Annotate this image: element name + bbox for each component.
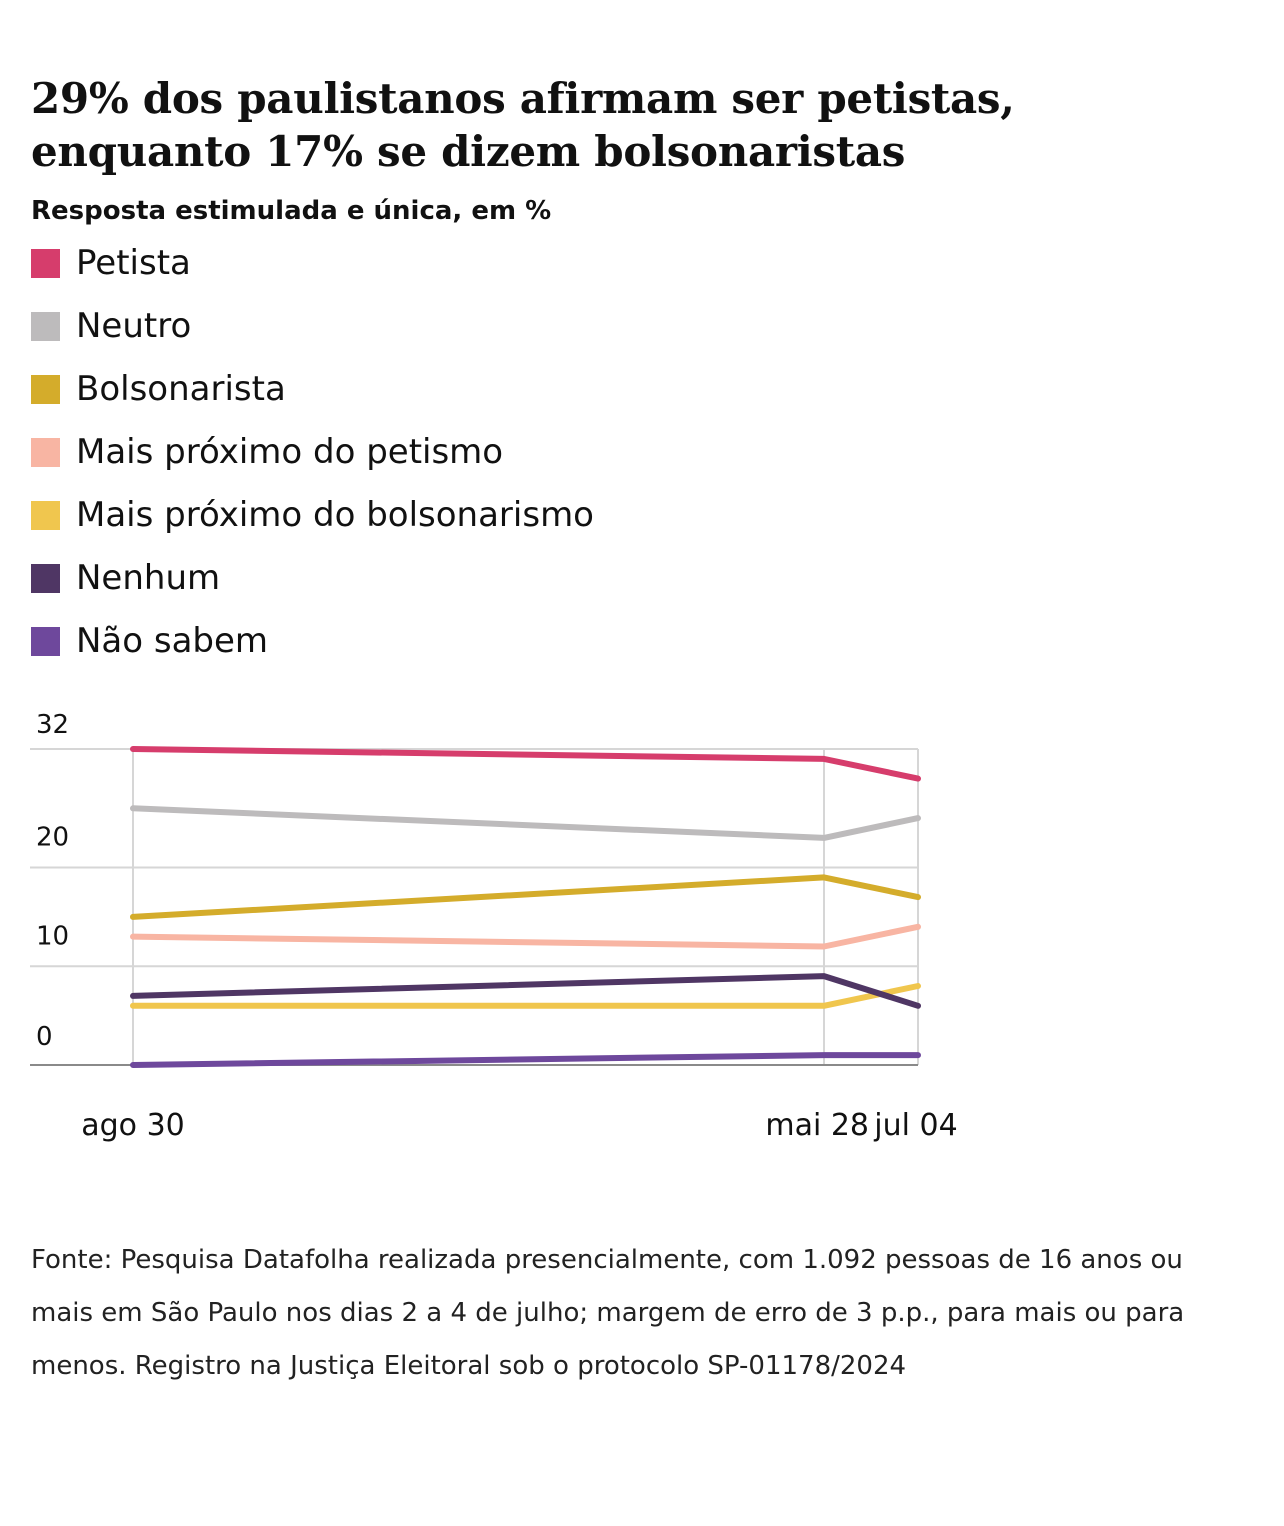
chart-title: 29% dos paulistanos afirmam ser petistas… <box>31 74 1015 176</box>
chart-subtitle: Resposta estimulada e única, em % <box>31 196 552 226</box>
legend-label-mais-proximo-bolsonarismo: Mais próximo do bolsonarismo <box>76 495 594 535</box>
y-tick-label-20: 20 <box>36 823 69 853</box>
series-line-1 <box>130 805 921 841</box>
series-line-5 <box>130 973 921 1009</box>
series-line-4 <box>130 983 921 1009</box>
x-tick-label-2: jul 04 <box>873 1108 957 1143</box>
y-tick-label-32: 32 <box>36 710 69 740</box>
legend-swatch-mais-proximo-petismo <box>31 437 60 467</box>
line-chart: 0 10 20 32 ago 30 mai 28 jul 04 <box>30 710 958 1143</box>
legend-item-mais-proximo-bolsonarismo: Mais próximo do bolsonarismo <box>31 495 594 535</box>
legend-label-neutro: Neutro <box>76 306 192 346</box>
y-axis-ticks: 0 10 20 32 <box>36 710 69 1052</box>
chart-grid <box>30 748 919 1066</box>
legend-label-petista: Petista <box>76 243 191 283</box>
legend-swatch-mais-proximo-bolsonarismo <box>31 500 60 530</box>
legend-label-nao-sabem: Não sabem <box>76 621 269 661</box>
legend-swatch-neutro <box>31 311 60 341</box>
legend-item-neutro: Neutro <box>31 306 191 346</box>
legend-item-nenhum: Nenhum <box>31 558 220 598</box>
x-tick-label-1: mai 28 <box>765 1108 869 1143</box>
legend-item-nao-sabem: Não sabem <box>31 621 268 661</box>
legend-swatch-petista <box>31 248 60 278</box>
legend-label-nenhum: Nenhum <box>76 558 221 598</box>
y-tick-label-0: 0 <box>36 1022 53 1052</box>
chart-series <box>130 746 921 1068</box>
series-line-2 <box>130 874 921 920</box>
legend-item-mais-proximo-petismo: Mais próximo do petismo <box>31 432 503 472</box>
legend-swatch-nao-sabem <box>31 626 60 656</box>
x-tick-label-0: ago 30 <box>81 1108 185 1143</box>
legend-label-bolsonarista: Bolsonarista <box>76 369 286 409</box>
x-axis-ticks: ago 30 mai 28 jul 04 <box>81 1108 957 1143</box>
y-tick-label-10: 10 <box>36 921 69 951</box>
legend-item-petista: Petista <box>31 243 191 283</box>
legend-label-mais-proximo-petismo: Mais próximo do petismo <box>76 432 504 472</box>
legend-swatch-bolsonarista <box>31 374 60 404</box>
legend-swatch-nenhum <box>31 563 60 593</box>
series-line-6 <box>130 1052 921 1068</box>
series-line-3 <box>130 923 921 950</box>
series-line-0 <box>130 746 921 782</box>
source-note: Fonte: Pesquisa Datafolha realizada pres… <box>31 1245 1185 1381</box>
legend-item-bolsonarista: Bolsonarista <box>31 369 286 409</box>
